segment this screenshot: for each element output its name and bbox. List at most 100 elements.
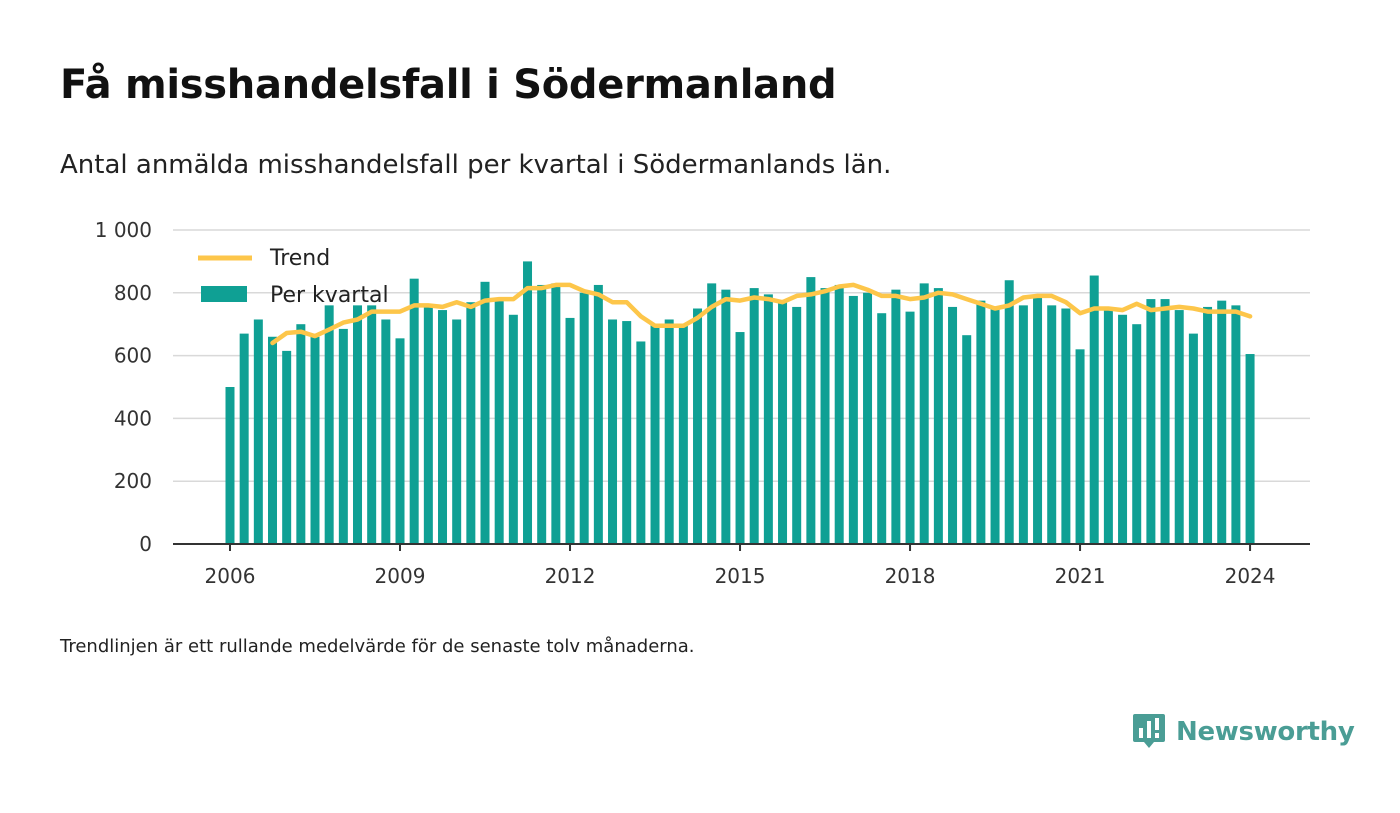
- bar: [707, 283, 717, 544]
- bar: [664, 319, 674, 544]
- bar: [381, 319, 391, 544]
- x-tick-label: 2024: [1225, 564, 1276, 588]
- bar: [863, 292, 873, 544]
- bar: [1217, 300, 1227, 544]
- bar: [523, 261, 533, 544]
- bar: [820, 288, 830, 544]
- bar: [948, 306, 958, 544]
- bar: [508, 314, 518, 544]
- bar: [1132, 324, 1142, 544]
- x-tick-label: 2009: [375, 564, 426, 588]
- bar: [395, 338, 405, 544]
- bar: [1075, 349, 1085, 544]
- bar: [1061, 308, 1071, 544]
- bar: [452, 319, 462, 544]
- bar: [409, 278, 419, 544]
- trend-line: [270, 282, 1253, 346]
- legend-label-trend: Trend: [269, 246, 330, 271]
- bar: [1103, 310, 1113, 544]
- bar: [551, 283, 561, 544]
- chart-subtitle: Antal anmälda misshandelsfall per kvarta…: [60, 150, 892, 180]
- bar: [962, 335, 972, 544]
- y-tick-label: 800: [114, 281, 152, 305]
- bar: [891, 289, 901, 544]
- x-tick-label: 2015: [715, 564, 766, 588]
- bar-series: [225, 261, 1255, 544]
- bar: [593, 284, 603, 544]
- bar: [905, 311, 915, 544]
- bar: [608, 319, 618, 544]
- newsworthy-logo-icon: [1133, 714, 1165, 748]
- y-tick-label: 1 000: [95, 218, 152, 242]
- bar: [239, 333, 249, 544]
- bar: [792, 306, 802, 544]
- bar: [1245, 354, 1255, 544]
- x-tick-label: 2012: [545, 564, 596, 588]
- bar: [650, 324, 660, 544]
- bar: [976, 300, 986, 544]
- bar: [1160, 299, 1170, 544]
- legend-label-bars: Per kvartal: [270, 283, 389, 308]
- bar: [579, 292, 589, 544]
- y-tick-label: 0: [139, 532, 152, 556]
- trend-series: [270, 282, 1253, 346]
- bar: [438, 310, 448, 544]
- bar: [919, 283, 929, 544]
- bar: [806, 277, 816, 544]
- bar: [565, 317, 575, 544]
- bar: [1231, 305, 1241, 544]
- bar: [763, 294, 773, 544]
- bar: [268, 336, 278, 544]
- bar: [1018, 305, 1028, 544]
- bar: [678, 325, 688, 544]
- bar: [367, 305, 377, 544]
- footnote: Trendlinjen är ett rullande medelvärde f…: [60, 636, 695, 657]
- x-tick-label: 2018: [885, 564, 936, 588]
- bar: [225, 387, 235, 544]
- axes: 0 200 400 600 800 1 000 2006 2009 2012 2015 2018 20…: [95, 218, 1310, 588]
- bar: [1174, 310, 1184, 544]
- bar: [1146, 299, 1156, 544]
- bar: [622, 321, 632, 544]
- brand-logo[interactable]: Newsworthy: [1132, 712, 1355, 752]
- y-tick-label: 600: [114, 344, 152, 368]
- x-tick-label: 2021: [1055, 564, 1106, 588]
- y-tick-label: 400: [114, 406, 152, 430]
- bar: [933, 288, 943, 544]
- bar: [310, 336, 320, 544]
- bar: [848, 295, 858, 544]
- bar: [749, 288, 759, 544]
- bar: [537, 284, 547, 544]
- bar: [324, 305, 334, 544]
- bar: [693, 308, 703, 544]
- bar: [636, 341, 646, 544]
- bar: [338, 328, 348, 544]
- bar: [1004, 280, 1014, 544]
- bar: [990, 308, 1000, 544]
- bar: [480, 281, 490, 544]
- bar: [494, 299, 504, 544]
- bar: [466, 302, 476, 544]
- x-tick-label: 2006: [205, 564, 256, 588]
- bar: [834, 284, 844, 544]
- bar: [253, 319, 263, 544]
- y-tick-label: 200: [114, 469, 152, 493]
- bar: [353, 305, 363, 544]
- bar: [721, 289, 731, 544]
- bar: [296, 324, 306, 544]
- bar: [877, 313, 887, 544]
- chart-title: Få misshandelsfall i Södermanland: [60, 62, 837, 108]
- bar: [1203, 306, 1213, 544]
- bar: [1047, 305, 1057, 544]
- bar: [1089, 275, 1099, 544]
- legend: Trend Per kvartal: [198, 246, 389, 308]
- bar: [1118, 314, 1128, 544]
- legend-swatch-bars: [201, 286, 247, 302]
- bar: [1033, 295, 1043, 544]
- bar: [735, 332, 745, 544]
- bar: [778, 302, 788, 544]
- bar: [282, 350, 292, 544]
- bar: [1188, 333, 1198, 544]
- brand-name: Newsworthy: [1176, 717, 1355, 747]
